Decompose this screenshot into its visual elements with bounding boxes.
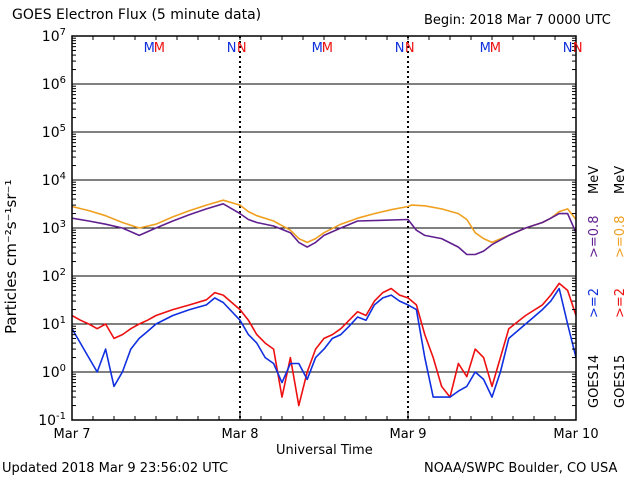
y-tick-label-1e1: 101 [42, 315, 66, 333]
marker-n-2: N [227, 41, 237, 56]
y-tick-label-1e0: 100 [42, 363, 66, 381]
y-tick-label-1e-1: 10-1 [38, 411, 66, 429]
x-tick-label-0: Mar 7 [54, 427, 91, 442]
marker-m-4: M [312, 41, 323, 56]
x-axis-label: Universal Time [276, 443, 373, 458]
y-axis-label: Particles cm⁻²s⁻¹sr⁻¹ [2, 179, 20, 334]
y-tick-label-1e6: 106 [42, 75, 66, 93]
x-tick-label-1: Mar 8 [222, 427, 259, 442]
updated-time: Updated 2018 Mar 9 23:56:02 UTC [2, 461, 229, 476]
marker-m-8: M [480, 41, 491, 56]
chart-title: GOES Electron Flux (5 minute data) [12, 7, 262, 23]
series-line-3 [71, 287, 577, 398]
marker-n-7: N [405, 41, 415, 56]
marker-n-10: N [563, 41, 573, 56]
marker-m-0: M [144, 41, 155, 56]
marker-n-3: N [237, 41, 247, 56]
series-line-2 [71, 282, 577, 407]
legend-goes15: GOES15 [613, 354, 628, 408]
y-tick-label-1e7: 107 [42, 27, 66, 45]
marker-m-1: M [154, 41, 165, 56]
y-tick-label-1e5: 105 [42, 123, 66, 141]
legend-goes15-hi: >=2 [613, 287, 628, 318]
begin-time: Begin: 2018 Mar 7 0000 UTC [424, 13, 611, 28]
series-line-1 [71, 203, 577, 256]
x-tick-label-2: Mar 9 [390, 427, 427, 442]
y-tick-label-1e4: 104 [42, 171, 66, 189]
y-tick-label-1e2: 102 [42, 267, 66, 285]
marker-n-6: N [395, 41, 405, 56]
y-tick-label-1e3: 103 [42, 219, 66, 237]
legend-goes14-lo: >=0.8 [587, 215, 602, 258]
legend-mev-1: MeV [587, 165, 602, 194]
legend-goes15-lo: >=0.8 [613, 215, 628, 258]
legend-goes14: GOES14 [587, 354, 602, 408]
legend-goes14-hi: >=2 [587, 287, 602, 318]
credit: NOAA/SWPC Boulder, CO USA [424, 461, 618, 476]
legend-mev-2: MeV [613, 165, 628, 194]
marker-n-11: N [573, 41, 583, 56]
marker-m-9: M [490, 41, 501, 56]
x-tick-label-3: Mar 10 [553, 427, 598, 442]
marker-m-5: M [322, 41, 333, 56]
